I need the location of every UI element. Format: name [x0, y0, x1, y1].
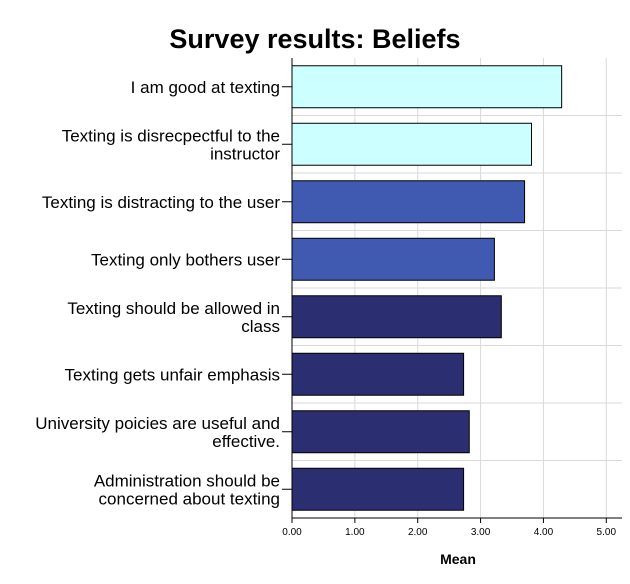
category-label-line: Administration should be — [94, 471, 280, 490]
bars — [291, 65, 563, 511]
x-tick-label: 5.00 — [597, 527, 617, 538]
category-label-line: effective. — [212, 432, 280, 451]
bar — [291, 237, 495, 281]
bar — [291, 467, 465, 511]
chart-title: Survey results: Beliefs — [169, 24, 460, 54]
category-label: Texting is distracting to the user — [42, 193, 280, 212]
bar — [291, 352, 465, 396]
bar — [291, 180, 526, 224]
bar — [291, 295, 502, 339]
bar — [291, 410, 470, 454]
category-label: Texting gets unfair emphasis — [65, 365, 280, 384]
category-labels: I am good at texting Texting is disrecpec… — [35, 78, 280, 509]
category-label-line: instructor — [210, 144, 280, 163]
x-tick-label: 1.00 — [345, 527, 365, 538]
x-tick-label: 3.00 — [471, 527, 491, 538]
category-label-line: Texting only bothers user — [91, 250, 280, 269]
x-tick-label: 2.00 — [408, 527, 428, 538]
category-label-line: class — [241, 317, 280, 336]
category-label-line: Texting is distracting to the user — [42, 193, 280, 212]
tick-labels: 0.00 1.00 2.00 3.00 4.00 5.00 — [282, 527, 616, 538]
x-tick-label: 4.00 — [534, 527, 554, 538]
category-label-line: Texting is disrecpectful to the — [62, 126, 280, 145]
category-label-line: Texting should be allowed in — [67, 299, 280, 318]
axes — [282, 58, 622, 523]
category-label-line: I am good at texting — [131, 78, 280, 97]
bar — [291, 65, 563, 109]
category-label-line: concerned about texting — [99, 489, 280, 508]
category-label: Texting should be allowed in class — [67, 299, 280, 336]
category-label-line: Texting gets unfair emphasis — [65, 365, 280, 384]
bar — [291, 122, 532, 166]
category-label: I am good at texting — [131, 78, 280, 97]
category-label: Texting is disrecpectful to the instructo… — [62, 126, 281, 163]
category-label: Administration should be concerned about … — [94, 471, 280, 508]
category-label: Texting only bothers user — [91, 250, 280, 269]
category-label: University poicies are useful and effecti… — [35, 414, 280, 451]
category-label-line: University poicies are useful and — [35, 414, 280, 433]
x-tick-label: 0.00 — [282, 527, 302, 538]
x-axis-label: Mean — [440, 551, 476, 567]
